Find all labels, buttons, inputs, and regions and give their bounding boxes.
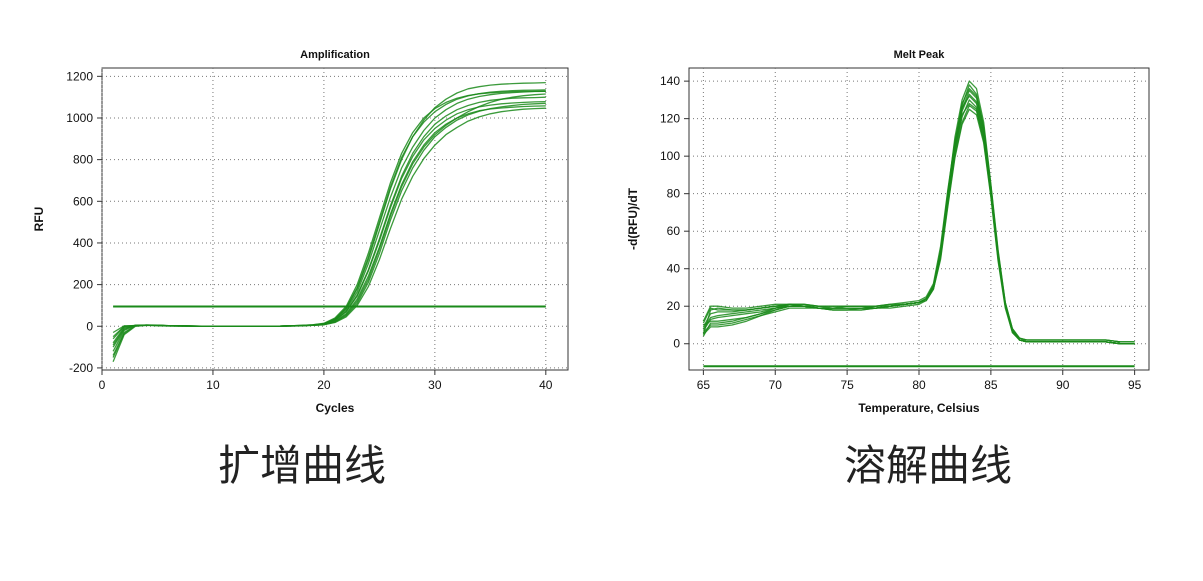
y-tick-label: 400	[73, 236, 93, 250]
x-axis-label: Cycles	[316, 401, 355, 415]
melt-caption: 溶解曲线	[844, 441, 1013, 490]
y-tick-label: 1000	[66, 111, 93, 125]
y-tick-label: 800	[73, 153, 93, 167]
x-tick-label: 90	[1056, 378, 1070, 392]
y-tick-label: 0	[673, 337, 680, 351]
y-tick-label: 60	[667, 224, 681, 238]
y-tick-label: -200	[69, 361, 93, 375]
x-tick-label: 40	[539, 378, 553, 392]
y-tick-label: 40	[667, 262, 681, 276]
y-tick-label: 100	[660, 149, 680, 163]
series-line-10	[702, 108, 1135, 345]
x-tick-label: 10	[206, 378, 220, 392]
y-tick-label: 80	[667, 187, 681, 201]
y-axis-label: -d(RFU)/dT	[626, 187, 640, 250]
x-tick-label: 30	[428, 378, 442, 392]
y-tick-label: 120	[660, 112, 680, 126]
plot-frame	[101, 67, 569, 371]
y-tick-label: 0	[86, 319, 93, 333]
y-tick-label: 20	[667, 299, 681, 313]
chart-title: Melt Peak	[894, 49, 946, 61]
series-group	[112, 81, 546, 362]
amplification-chart: 0 10 20 30 40 -200 0 200 400 600 800 1000 1200 Amplif…	[32, 49, 569, 415]
x-tick-label: 20	[317, 378, 331, 392]
x-tick-label: 85	[984, 378, 998, 392]
chart-title: Amplification	[300, 49, 370, 61]
x-tick-label: 65	[697, 378, 711, 392]
x-tick-label: 70	[769, 378, 783, 392]
x-tick-label: 80	[912, 378, 926, 392]
y-tick-label: 600	[73, 194, 93, 208]
y-axis-label: RFU	[32, 207, 46, 232]
melt-panel: 65 70 75 80 85 90 95 0 20 40 60 80 100 120 140 Melt Pea…	[600, 0, 1203, 581]
melt-peak-chart: 65 70 75 80 85 90 95 0 20 40 60 80 100 120 140 Melt Pea…	[626, 49, 1150, 415]
amplification-caption: 扩增曲线	[218, 441, 387, 490]
series-line-10	[112, 107, 546, 338]
y-tick-label: 140	[660, 74, 680, 88]
series-group	[702, 80, 1135, 345]
amplification-panel: 0 10 20 30 40 -200 0 200 400 600 800 1000 1200 Amplif…	[0, 0, 600, 581]
x-axis-label: Temperature, Celsius	[858, 401, 979, 415]
x-tick-label: 95	[1128, 378, 1142, 392]
y-tick-label: 1200	[66, 69, 93, 83]
x-tick-label: 75	[840, 378, 854, 392]
x-tick-label: 0	[99, 378, 106, 392]
y-tick-label: 200	[73, 278, 93, 292]
